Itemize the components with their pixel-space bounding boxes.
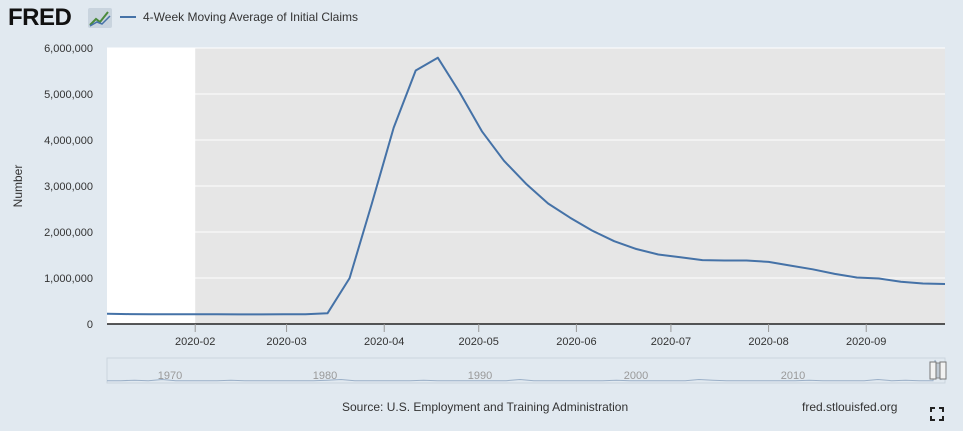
navigator-label: 1980	[313, 370, 337, 382]
x-tick-label: 2020-07	[651, 336, 691, 348]
x-tick-label: 2020-09	[846, 336, 886, 348]
x-tick-label: 2020-02	[175, 336, 215, 348]
y-axis-title: Number	[11, 165, 25, 208]
y-tick-label: 2,000,000	[44, 227, 93, 239]
series-line	[106, 56, 946, 316]
fred-logo[interactable]: FRED	[8, 4, 72, 31]
y-tick-label: 1,000,000	[44, 273, 93, 285]
y-tick-label: 4,000,000	[44, 135, 93, 147]
navigator-label: 1970	[158, 370, 182, 382]
x-tick-label: 2020-03	[266, 336, 306, 348]
site-link[interactable]: fred.stlouisfed.org	[802, 400, 898, 414]
navigator-label: 1990	[468, 370, 492, 382]
navigator-label: 2010	[781, 370, 805, 382]
y-tick-label: 6,000,000	[44, 43, 93, 55]
legend-label: 4-Week Moving Average of Initial Claims	[143, 10, 358, 24]
fullscreen-icon[interactable]	[930, 407, 944, 421]
navigator	[106, 357, 946, 384]
fred-chart-icon	[88, 8, 112, 28]
x-tick-label: 2020-08	[748, 336, 788, 348]
navigator-handle[interactable]	[929, 361, 937, 380]
x-tick-label: 2020-04	[364, 336, 404, 348]
y-tick-label: 5,000,000	[44, 89, 93, 101]
navigator-handle[interactable]	[939, 361, 947, 380]
x-tick-label: 2020-05	[459, 336, 499, 348]
navigator-label: 2000	[624, 370, 648, 382]
y-tick-label: 0	[87, 319, 93, 331]
y-tick-label: 3,000,000	[44, 181, 93, 193]
x-tick-label: 2020-06	[556, 336, 596, 348]
source-text: Source: U.S. Employment and Training Adm…	[342, 400, 629, 414]
legend-swatch	[120, 16, 136, 18]
navigator-overview-line	[107, 359, 942, 382]
legend[interactable]: 4-Week Moving Average of Initial Claims	[120, 10, 358, 24]
